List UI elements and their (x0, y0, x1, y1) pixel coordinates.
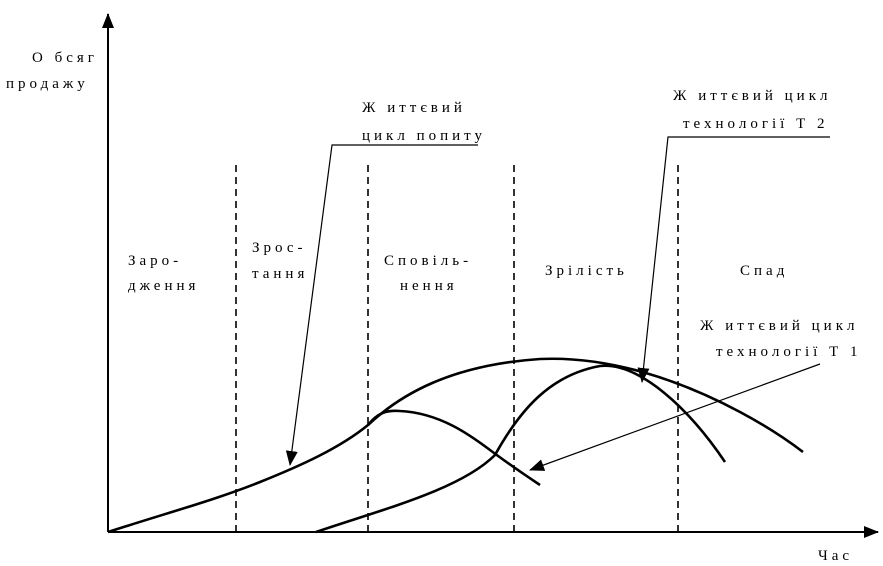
stage-maturity: Зрілість (545, 263, 628, 279)
demand-curve (107, 357, 804, 534)
t2-curve (315, 364, 727, 534)
stage-inception-1: Заро- (128, 253, 182, 269)
stage-decline: Спад (740, 263, 788, 279)
t1-leader (529, 363, 821, 471)
t2-label-2: технології Т 2 (683, 116, 828, 132)
demand-label-2: цикл попиту (362, 128, 486, 144)
demand-leader (285, 144, 478, 466)
t2-label-1: Ж иттєвий цикл (673, 88, 831, 104)
x-axis-label: Час (818, 548, 853, 564)
t1-curve (366, 409, 541, 487)
t1-label-2: технології Т 1 (716, 344, 861, 360)
y-axis-label-2: продажу (6, 76, 89, 92)
stage-growth-1: Зрос- (252, 240, 307, 256)
stage-growth-2: тання (252, 266, 308, 282)
stage-inception-2: дження (128, 278, 199, 294)
stage-slowdown-1: Сповіль- (384, 253, 472, 269)
t2-leader (637, 136, 830, 383)
stage-slowdown-2: нення (400, 278, 458, 294)
demand-label-1: Ж иттєвий (362, 100, 466, 116)
t1-label-1: Ж иттєвий цикл (700, 318, 858, 334)
y-axis-label-1: О бсяг (32, 50, 98, 66)
